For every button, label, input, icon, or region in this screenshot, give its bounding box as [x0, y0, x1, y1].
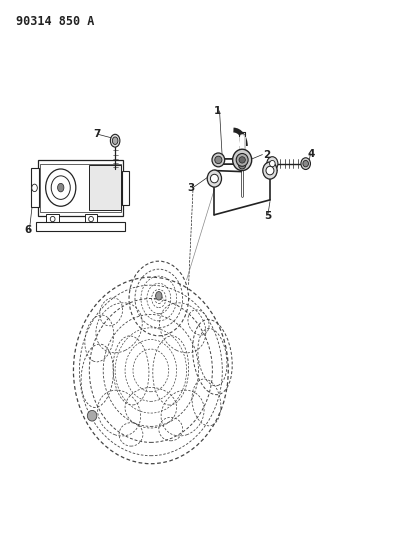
Ellipse shape: [210, 174, 218, 183]
Ellipse shape: [87, 410, 97, 421]
Ellipse shape: [112, 137, 118, 144]
Ellipse shape: [239, 157, 245, 163]
Text: 7: 7: [93, 130, 101, 139]
Ellipse shape: [50, 216, 55, 222]
Ellipse shape: [46, 169, 76, 206]
Ellipse shape: [236, 154, 248, 166]
Ellipse shape: [110, 134, 120, 147]
Ellipse shape: [267, 157, 278, 171]
Bar: [36, 222, 125, 231]
Text: 2: 2: [263, 150, 270, 159]
Ellipse shape: [263, 162, 277, 179]
Ellipse shape: [239, 161, 246, 169]
Bar: [46, 214, 59, 224]
Bar: [40, 164, 121, 212]
Text: 1: 1: [214, 106, 221, 116]
Bar: [38, 160, 123, 216]
Ellipse shape: [215, 156, 222, 164]
Ellipse shape: [270, 160, 275, 167]
Bar: [85, 214, 98, 224]
Ellipse shape: [301, 158, 310, 169]
Text: 3: 3: [188, 183, 195, 192]
Ellipse shape: [233, 149, 252, 171]
Text: 90314 850 A: 90314 850 A: [16, 15, 94, 28]
Text: 5: 5: [264, 211, 272, 221]
Text: 4: 4: [308, 149, 315, 158]
Ellipse shape: [32, 184, 37, 191]
Bar: [122, 171, 129, 205]
Ellipse shape: [212, 153, 225, 167]
Ellipse shape: [58, 183, 64, 192]
Bar: [31, 168, 39, 207]
Ellipse shape: [303, 160, 308, 167]
Text: 6: 6: [25, 225, 32, 235]
Ellipse shape: [89, 216, 93, 222]
Ellipse shape: [51, 176, 70, 199]
Ellipse shape: [156, 292, 162, 300]
Ellipse shape: [266, 166, 274, 175]
Bar: [89, 165, 121, 211]
Ellipse shape: [207, 170, 222, 187]
